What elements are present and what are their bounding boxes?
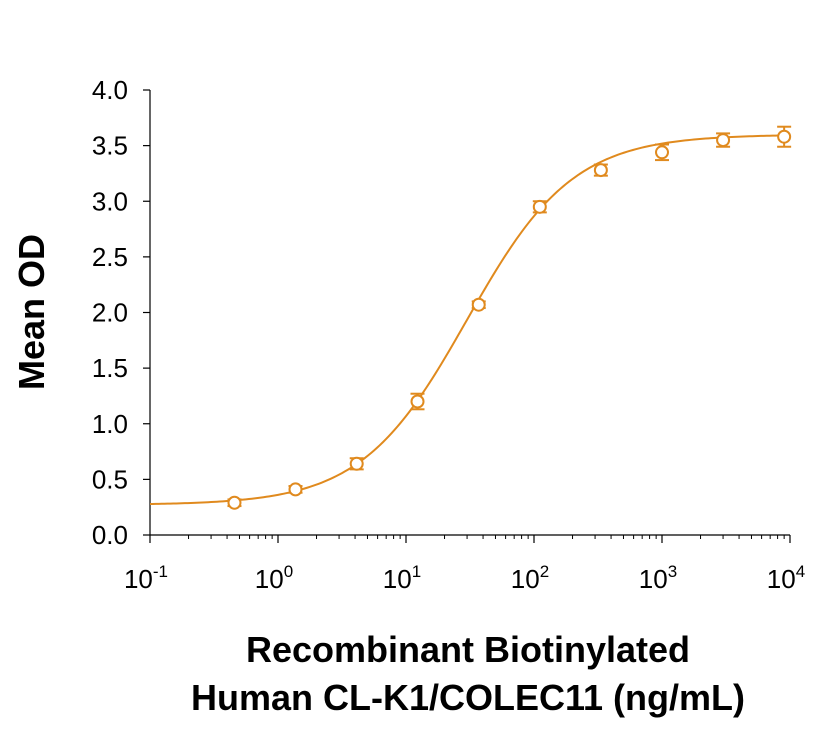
x-tick-label: 101 <box>383 562 421 594</box>
data-point <box>655 143 669 162</box>
x-axis-title-line-1: Recombinant Biotinylated <box>246 629 690 670</box>
y-tick-label: 1.0 <box>92 409 128 439</box>
data-point-marker <box>349 456 364 471</box>
y-axis-title: Mean OD <box>11 234 52 390</box>
data-point-marker <box>716 133 731 148</box>
x-tick-labels: 10-1 100 101 102 103 104 <box>124 562 805 594</box>
x-tick-label: 103 <box>639 562 677 594</box>
data-point <box>288 482 303 497</box>
data-point <box>349 456 364 471</box>
data-points <box>227 125 792 510</box>
x-tick-label: 104 <box>767 562 805 594</box>
x-tick-label: 10-1 <box>124 562 168 594</box>
y-tick-label: 3.5 <box>92 131 128 161</box>
data-point <box>593 163 608 178</box>
data-point-marker <box>288 482 303 497</box>
data-point <box>227 495 242 510</box>
data-point-marker <box>593 163 608 178</box>
y-tick-labels: 0.0 0.5 1.0 1.5 2.0 2.5 3.0 3.5 4.0 <box>92 75 128 550</box>
y-tick-label: 1.5 <box>92 353 128 383</box>
fit-curve <box>149 134 791 506</box>
y-tick-label: 2.5 <box>92 242 128 272</box>
data-point-marker <box>410 394 425 409</box>
data-point-marker <box>227 495 242 510</box>
fit-curve-group <box>149 134 791 506</box>
x-axis-title-line-2: Human CL-K1/COLEC11 (ng/mL) <box>191 677 745 718</box>
data-point <box>410 392 425 411</box>
data-point-marker <box>532 199 547 214</box>
data-point <box>471 297 486 312</box>
x-tick-label: 102 <box>511 562 549 594</box>
y-tick-label: 4.0 <box>92 75 128 105</box>
data-point <box>716 132 731 148</box>
data-point <box>777 125 792 148</box>
y-tick-label: 0.5 <box>92 464 128 494</box>
y-tick-label: 0.0 <box>92 520 128 550</box>
data-point-marker <box>655 145 669 160</box>
x-tick-label: 100 <box>255 562 293 594</box>
y-tick-label: 3.0 <box>92 186 128 216</box>
y-tick-label: 2.0 <box>92 298 128 328</box>
data-point <box>532 199 547 214</box>
data-point-marker <box>471 297 486 312</box>
data-point-marker <box>777 129 792 144</box>
axes <box>143 89 791 543</box>
